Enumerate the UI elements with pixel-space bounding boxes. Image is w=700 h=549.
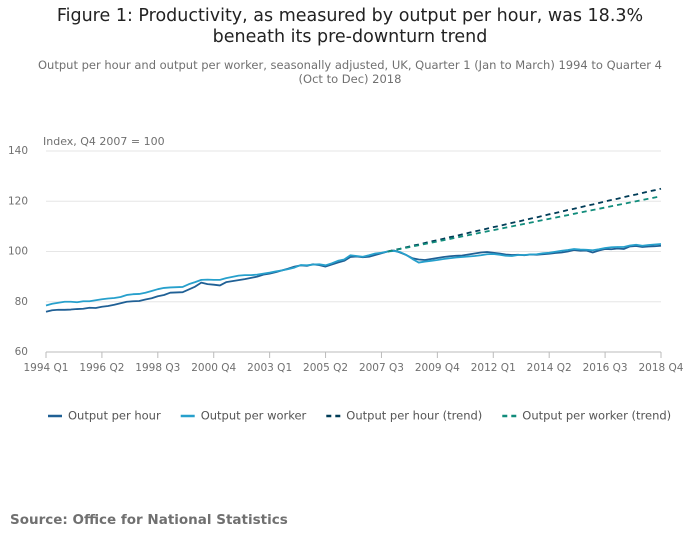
y-tick-label: 60 bbox=[15, 346, 28, 358]
series-line bbox=[45, 244, 662, 313]
legend-label: Output per worker bbox=[201, 409, 307, 423]
chart-subtitle: Output per hour and output per worker, s… bbox=[38, 58, 662, 86]
legend-label: Output per hour bbox=[68, 409, 161, 423]
source: Source: Office for National Statistics bbox=[10, 512, 288, 528]
y-tick-label: 100 bbox=[8, 246, 28, 258]
x-tick-label: 2014 Q2 bbox=[527, 362, 572, 374]
series-line bbox=[387, 195, 662, 253]
x-tick-label: 2009 Q4 bbox=[415, 362, 460, 374]
x-tick-label: 2012 Q1 bbox=[471, 362, 516, 374]
series-line bbox=[387, 187, 662, 253]
y-tick-label: 140 bbox=[8, 145, 28, 157]
x-tick-label: 2007 Q3 bbox=[359, 362, 404, 374]
legend-label: Output per worker (trend) bbox=[522, 409, 671, 423]
x-tick-label: 2018 Q4 bbox=[638, 362, 683, 374]
x-tick-label: 1996 Q2 bbox=[79, 362, 124, 374]
y-tick-label: 80 bbox=[15, 296, 28, 308]
series-line bbox=[45, 243, 662, 307]
y-axis-label: Index, Q4 2007 = 100 bbox=[43, 135, 165, 148]
x-tick-label: 1998 Q3 bbox=[135, 362, 180, 374]
x-tick-label: 2000 Q4 bbox=[191, 362, 236, 374]
legend-label: Output per hour (trend) bbox=[346, 409, 482, 423]
x-tick-label: 1994 Q1 bbox=[23, 362, 68, 374]
x-tick-label: 2005 Q2 bbox=[303, 362, 348, 374]
x-tick-label: 2003 Q1 bbox=[247, 362, 292, 374]
y-tick-label: 120 bbox=[8, 195, 28, 207]
x-tick-label: 2016 Q3 bbox=[583, 362, 628, 374]
chart-title: Figure 1: Productivity, as measured by o… bbox=[56, 6, 644, 47]
